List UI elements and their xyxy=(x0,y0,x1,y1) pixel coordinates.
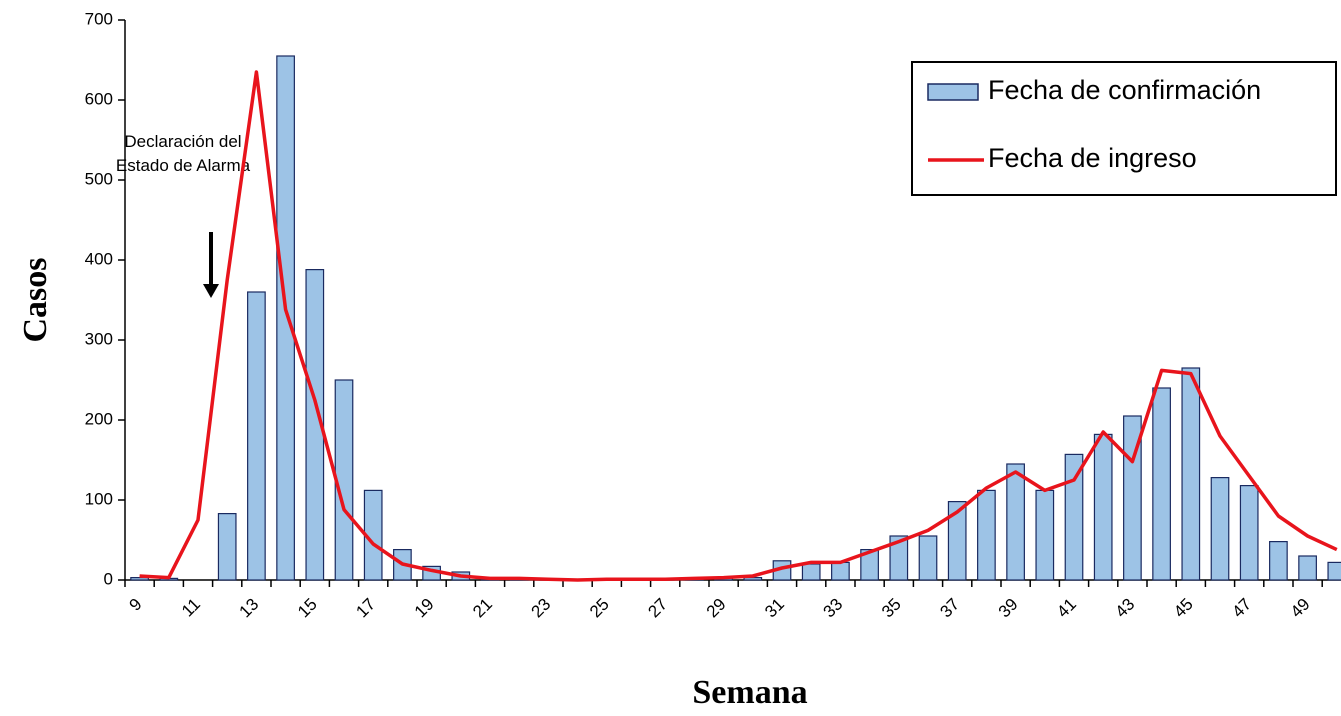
bar xyxy=(860,548,879,581)
bar xyxy=(947,501,967,581)
bar xyxy=(1064,453,1084,581)
y-tick-label: 700 xyxy=(85,9,113,28)
bar xyxy=(801,563,821,581)
y-tick-label: 0 xyxy=(104,569,113,588)
bar xyxy=(247,291,266,581)
x-tick-label: 27 xyxy=(644,595,671,622)
annotation-arrowhead xyxy=(203,284,219,298)
legend-label: Fecha de ingreso xyxy=(988,143,1197,173)
line xyxy=(139,70,1338,582)
y-tick-label: 300 xyxy=(85,329,113,348)
x-tick-label: 25 xyxy=(586,595,613,622)
bar xyxy=(1210,477,1230,581)
bar xyxy=(1093,433,1113,581)
x-tick-label: 29 xyxy=(703,595,730,622)
legend-box xyxy=(911,61,1337,196)
bar xyxy=(1181,367,1201,581)
y-tick-label: 400 xyxy=(85,249,113,268)
x-tick-label: 37 xyxy=(936,595,963,622)
x-tick-label: 19 xyxy=(411,595,438,622)
x-tick-label: 21 xyxy=(469,595,496,622)
y-tick-label: 600 xyxy=(85,89,113,108)
bar xyxy=(1239,485,1259,581)
x-tick-label: 41 xyxy=(1053,595,1080,622)
x-tick-label: 33 xyxy=(820,595,847,622)
bar xyxy=(918,535,938,581)
x-tick-label: 23 xyxy=(528,595,555,622)
x-axis-title: Semana xyxy=(692,674,807,711)
y-tick-label: 200 xyxy=(85,409,113,428)
legend-label: Fecha de confirmación xyxy=(988,75,1261,105)
bar xyxy=(1035,489,1055,581)
x-tick-label: 15 xyxy=(294,595,321,622)
annotation-box: Declaración del Estado de Alarma xyxy=(115,132,251,175)
x-tick-label: 43 xyxy=(1112,595,1139,622)
bar xyxy=(1269,540,1288,581)
x-tick-label: 13 xyxy=(236,595,263,622)
legend-swatch xyxy=(927,83,979,101)
y-tick-label: 500 xyxy=(85,169,113,188)
bar xyxy=(889,535,909,581)
x-tick-label: 45 xyxy=(1170,595,1197,622)
x-tick-label: 31 xyxy=(761,595,788,622)
x-tick-label: 17 xyxy=(352,595,379,622)
bar xyxy=(276,55,295,581)
bar xyxy=(1327,561,1341,581)
bar xyxy=(305,269,325,581)
x-tick-label: 35 xyxy=(878,595,905,622)
x-tick-label: 11 xyxy=(178,595,204,621)
bar xyxy=(977,489,996,581)
x-tick-label: 47 xyxy=(1228,595,1255,622)
x-tick-label: 9 xyxy=(125,595,145,615)
y-axis-title: Casos xyxy=(17,257,54,342)
bar xyxy=(1298,555,1317,581)
bar xyxy=(1152,387,1171,581)
x-tick-label: 39 xyxy=(995,595,1022,622)
bar xyxy=(1006,463,1025,581)
x-tick-label: 49 xyxy=(1287,595,1314,622)
bar xyxy=(831,561,850,581)
annotation: Declaración del Estado de Alarma xyxy=(115,132,251,175)
bar xyxy=(217,512,237,581)
y-tick-label: 100 xyxy=(85,489,113,508)
